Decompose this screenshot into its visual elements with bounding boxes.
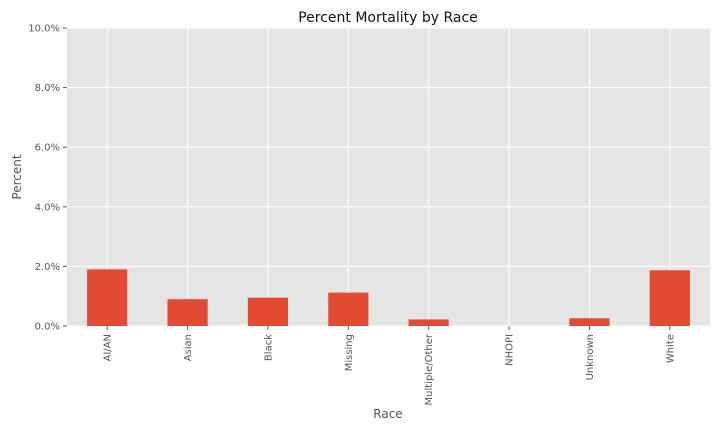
bar-missing [328, 292, 369, 326]
bar-unknown [569, 318, 610, 326]
bar-multiple-other [408, 319, 449, 326]
bar-asian [167, 299, 208, 326]
x-tick-label: Missing [344, 334, 355, 371]
x-tick-label: Black [263, 334, 274, 361]
x-tick-label: NHOPI [505, 334, 516, 366]
x-tick-label: Multiple/Other [424, 333, 435, 405]
bar-white [649, 270, 690, 326]
plot-area [67, 28, 710, 326]
bar-ai-an [87, 269, 128, 326]
bars [87, 269, 690, 326]
x-axis-ticks: AI/AN Asian Black Missing Multiple/Other NHOP… [103, 326, 676, 405]
x-tick-label: AI/AN [103, 334, 114, 361]
y-tick-label: 2.0% [35, 262, 60, 273]
y-tick-label: 0.0% [35, 322, 60, 333]
x-tick-label: White [665, 334, 676, 363]
x-axis-label: Race [373, 407, 402, 421]
y-tick-label: 10.0% [28, 24, 60, 35]
y-axis-ticks: 0.0% 2.0% 4.0% 6.0% 8.0% 10.0% [28, 24, 67, 333]
chart-title: Percent Mortality by Race [298, 10, 478, 26]
y-tick-label: 4.0% [35, 202, 60, 213]
y-tick-label: 8.0% [35, 83, 60, 94]
y-axis-label: Percent [10, 154, 24, 199]
x-tick-label: Unknown [585, 334, 596, 380]
bar-black [247, 297, 289, 326]
y-tick-label: 6.0% [35, 143, 60, 154]
x-tick-label: Asian [183, 334, 194, 361]
